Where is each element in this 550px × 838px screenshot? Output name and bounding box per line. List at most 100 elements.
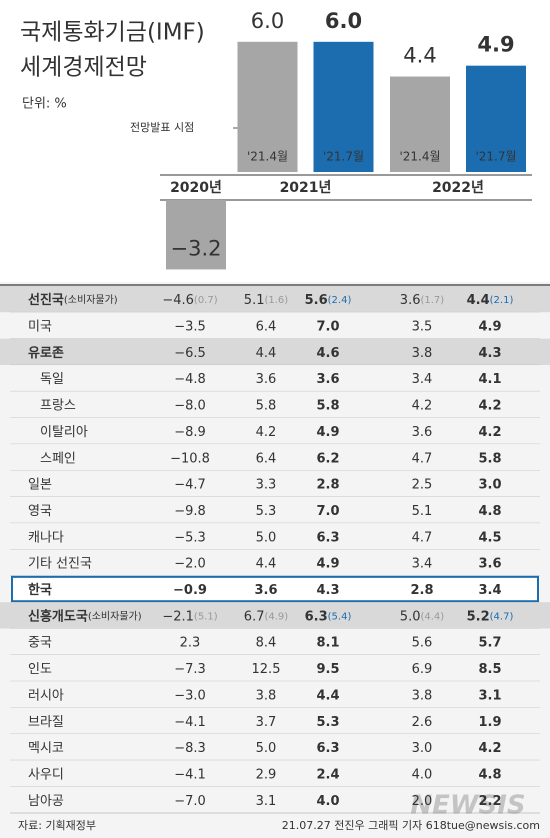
cell: 8.1 bbox=[316, 635, 339, 650]
cell: 4.9 bbox=[478, 319, 501, 334]
bar bbox=[313, 41, 374, 172]
cell: 9.5 bbox=[316, 662, 339, 677]
cell: 3.6 bbox=[316, 372, 339, 387]
row-label: 유로존 bbox=[28, 345, 64, 360]
cell: 3.6 bbox=[412, 424, 433, 439]
bar bbox=[466, 65, 526, 172]
cell: 2.4 bbox=[316, 767, 339, 782]
cell: 6.3(5.4) bbox=[305, 609, 352, 624]
row-label: 멕시코 bbox=[28, 741, 64, 756]
credit: 21.07.27 전진우 그래픽 기자 618tue@newsis.com bbox=[282, 819, 540, 832]
cell: 4.2 bbox=[478, 741, 501, 756]
row-label-text: 멕시코 bbox=[28, 741, 64, 756]
cell-value: 2.9 bbox=[256, 767, 277, 782]
cell: −7.3 bbox=[174, 662, 206, 677]
cell-value: −2.1 bbox=[162, 609, 194, 624]
cell: 2.2 bbox=[478, 793, 501, 808]
cell: 4.1 bbox=[478, 372, 501, 387]
cell-value: 6.4 bbox=[256, 451, 277, 466]
cell: 5.8 bbox=[316, 398, 339, 413]
cell: 2.9 bbox=[256, 767, 277, 782]
cell-note: (4.4) bbox=[420, 611, 444, 622]
row-label: 러시아 bbox=[28, 688, 64, 703]
row-label-text: 유로존 bbox=[28, 345, 64, 360]
cell-note: (4.9) bbox=[264, 611, 288, 622]
row-background bbox=[0, 654, 550, 682]
cell: 5.6(2.4) bbox=[305, 293, 352, 308]
cell-value: 8.4 bbox=[256, 635, 277, 650]
row-label-text: 이탈리아 bbox=[40, 424, 88, 439]
cell-value: 4.4 bbox=[467, 293, 490, 308]
row-background bbox=[0, 417, 550, 445]
row-background bbox=[0, 391, 550, 418]
cell: 3.4 bbox=[412, 556, 433, 571]
group-row-background bbox=[0, 602, 550, 629]
cell: 4.2 bbox=[478, 424, 501, 439]
row-label-text: 독일 bbox=[40, 372, 64, 387]
cell-value: 4.4 bbox=[256, 556, 277, 571]
cell-value: 3.1 bbox=[478, 688, 501, 703]
cell-value: −3.5 bbox=[174, 319, 206, 334]
cell: −4.1 bbox=[174, 714, 206, 729]
cell-note: (1.7) bbox=[420, 295, 444, 306]
cell-value: 3.8 bbox=[412, 688, 433, 703]
cell-value: 3.0 bbox=[478, 477, 501, 492]
cell: 4.4 bbox=[256, 345, 277, 360]
cell: 3.5 bbox=[412, 319, 433, 334]
cell-value: 4.9 bbox=[316, 424, 339, 439]
cell-note: (1.6) bbox=[264, 295, 288, 306]
row-label-note: (소비자물가) bbox=[88, 610, 142, 622]
value-label: 6.0 bbox=[325, 9, 362, 33]
row-label: 인도 bbox=[28, 662, 52, 677]
cell-value: 6.9 bbox=[412, 662, 433, 677]
cell: 5.3 bbox=[256, 503, 277, 518]
cell-note: (5.4) bbox=[328, 611, 352, 622]
group-row-background bbox=[0, 286, 550, 313]
row-label: 브라질 bbox=[28, 714, 64, 729]
cell-value: 5.3 bbox=[316, 714, 339, 729]
cell-value: 4.4 bbox=[316, 688, 339, 703]
cell-note: (4.7) bbox=[490, 611, 514, 622]
cell-value: −2.0 bbox=[174, 556, 206, 571]
cell-note: (5.1) bbox=[194, 611, 218, 622]
cell: 4.7 bbox=[412, 530, 433, 545]
cell-value: 3.6 bbox=[412, 424, 433, 439]
cell: 2.3 bbox=[180, 635, 201, 650]
cell-value: 4.5 bbox=[478, 530, 501, 545]
cell-value: 12.5 bbox=[252, 662, 281, 677]
cell: 8.4 bbox=[256, 635, 277, 650]
cell-value: 3.7 bbox=[256, 714, 277, 729]
cell-value: −8.3 bbox=[174, 741, 206, 756]
cell: 5.8 bbox=[256, 398, 277, 413]
cell-value: −10.8 bbox=[170, 451, 210, 466]
row-label: 선진국(소비자물가) bbox=[28, 292, 118, 308]
cell-value: −4.6 bbox=[162, 293, 194, 308]
cell: 5.0 bbox=[256, 530, 277, 545]
cell-value: 4.0 bbox=[316, 793, 339, 808]
cell: 6.3 bbox=[316, 741, 339, 756]
cell-value: −8.0 bbox=[174, 398, 206, 413]
unit-label: 단위: % bbox=[22, 97, 67, 112]
bar bbox=[166, 200, 226, 270]
row-label-text: 캐나다 bbox=[28, 530, 64, 545]
row-label: 중국 bbox=[28, 635, 52, 650]
cell: 7.0 bbox=[316, 503, 339, 518]
cell-value: 2.3 bbox=[180, 635, 201, 650]
cell: 3.6(1.7) bbox=[400, 293, 444, 308]
cell-value: 4.3 bbox=[478, 345, 501, 360]
cell: 4.4 bbox=[256, 556, 277, 571]
cell-value: −0.9 bbox=[173, 583, 207, 598]
cell-value: −4.8 bbox=[174, 372, 206, 387]
row-background bbox=[0, 496, 550, 524]
row-background bbox=[0, 523, 550, 550]
bar bbox=[390, 76, 450, 172]
cell-value: 4.7 bbox=[412, 451, 433, 466]
cell: 4.2 bbox=[256, 424, 277, 439]
cell: 5.8 bbox=[478, 451, 501, 466]
cell: 4.5 bbox=[478, 530, 501, 545]
cell-value: 5.8 bbox=[478, 451, 501, 466]
row-background bbox=[0, 549, 550, 576]
cell-value: 5.1 bbox=[244, 293, 265, 308]
cell-value: 4.2 bbox=[412, 398, 433, 413]
series-label: '21.7월 bbox=[475, 150, 516, 164]
